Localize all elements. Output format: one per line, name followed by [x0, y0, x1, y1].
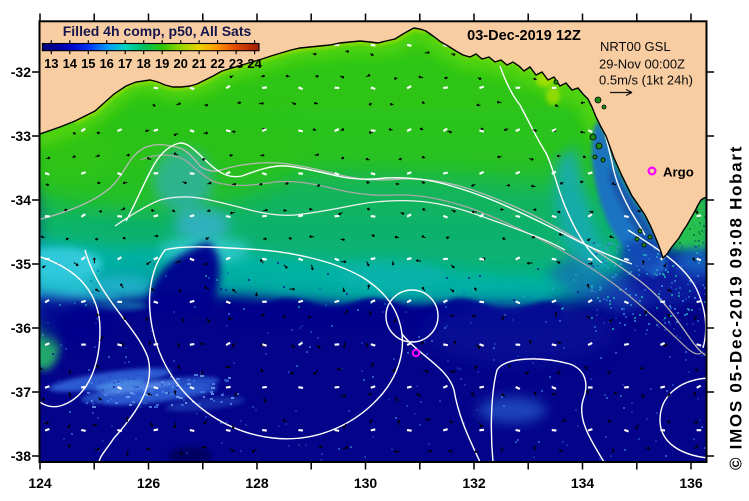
svg-text:29-Nov 00:00Z: 29-Nov 00:00Z	[599, 57, 685, 72]
svg-text:16: 16	[99, 56, 113, 71]
svg-text:Filled 4h comp, p50, All Sats: Filled 4h comp, p50, All Sats	[63, 23, 252, 39]
svg-text:13: 13	[44, 56, 58, 71]
svg-text:128: 128	[245, 475, 269, 491]
svg-text:126: 126	[137, 475, 161, 491]
svg-text:24: 24	[247, 56, 262, 71]
svg-text:136: 136	[679, 475, 703, 491]
svg-text:22: 22	[210, 56, 224, 71]
svg-text:124: 124	[28, 475, 52, 491]
svg-text:14: 14	[63, 56, 78, 71]
svg-text:132: 132	[462, 475, 486, 491]
svg-text:130: 130	[354, 475, 378, 491]
svg-text:© IMOS 05-Dec-2019 09:08 Hobar: © IMOS 05-Dec-2019 09:08 Hobart	[727, 145, 746, 470]
svg-text:-38: -38	[11, 448, 31, 464]
svg-text:19: 19	[155, 56, 169, 71]
svg-text:-35: -35	[11, 256, 31, 272]
svg-text:-37: -37	[11, 384, 31, 400]
svg-text:23: 23	[229, 56, 243, 71]
svg-text:20: 20	[173, 56, 187, 71]
svg-text:03-Dec-2019 12Z: 03-Dec-2019 12Z	[467, 28, 581, 44]
svg-text:NRT00 GSL: NRT00 GSL	[600, 39, 671, 54]
svg-text:-36: -36	[11, 320, 31, 336]
svg-text:0.5m/s (1kt 24h): 0.5m/s (1kt 24h)	[599, 73, 693, 88]
svg-text:18: 18	[136, 56, 150, 71]
svg-text:21: 21	[192, 56, 206, 71]
svg-text:-32: -32	[11, 64, 31, 80]
svg-text:Argo: Argo	[663, 165, 694, 180]
svg-text:17: 17	[118, 56, 132, 71]
svg-text:134: 134	[571, 475, 595, 491]
svg-text:15: 15	[81, 56, 95, 71]
svg-text:-34: -34	[11, 192, 31, 208]
svg-text:-33: -33	[11, 128, 31, 144]
